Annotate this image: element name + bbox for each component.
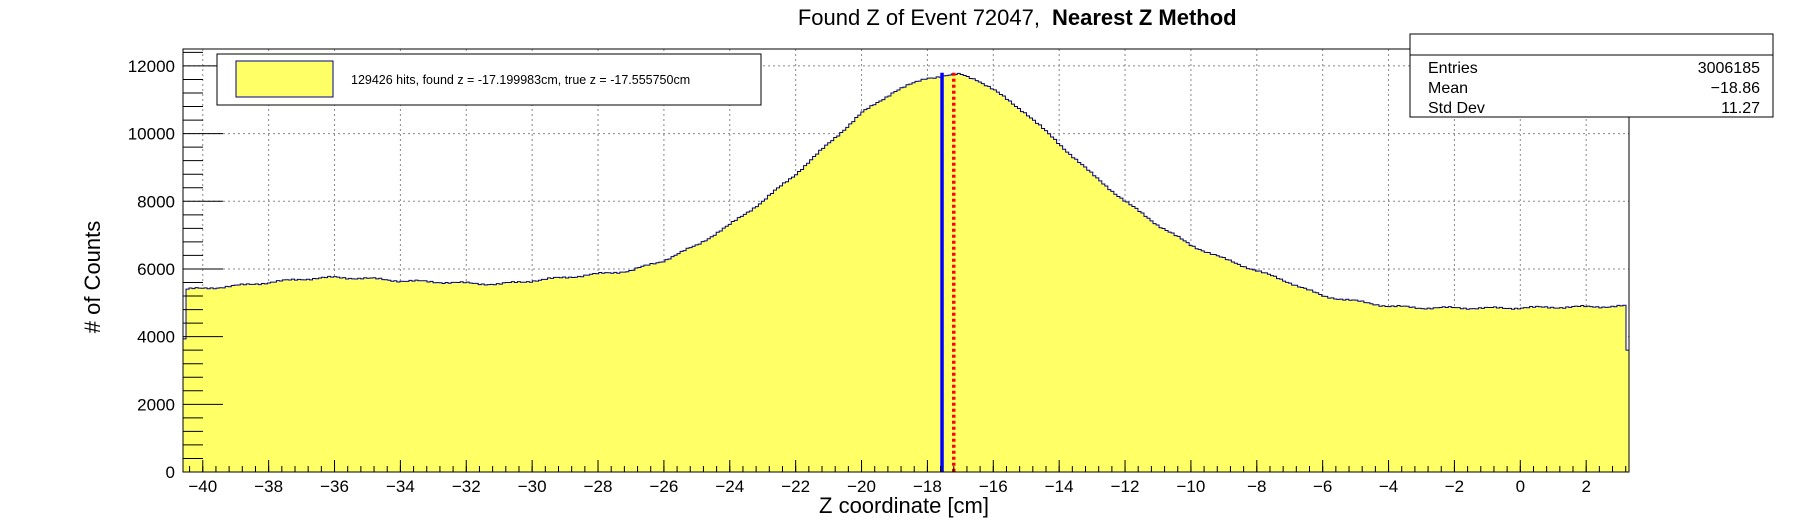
y-tick-label: 12000	[128, 57, 175, 76]
y-tick-label: 6000	[137, 260, 175, 279]
stats-stddev-label: Std Dev	[1428, 100, 1485, 117]
x-tick-label: −2	[1445, 477, 1464, 496]
y-axis: 0 2000 4000 6000 8000 10000 12000	[128, 51, 223, 482]
x-axis: −40 −38 −36 −34 −32 −30 −28 −26 −24 −22 −20 −18 −16−…	[188, 460, 1627, 496]
stats-mean-label: Mean	[1428, 80, 1468, 97]
stats-mean-value: −18.86	[1711, 80, 1760, 97]
x-tick-label: −10	[1176, 477, 1205, 496]
x-tick-label: −18	[913, 477, 942, 496]
x-tick-label: −14	[1045, 477, 1074, 496]
x-tick-label: −38	[254, 477, 283, 496]
y-tick-label: 4000	[137, 328, 175, 347]
x-tick-label: 0	[1516, 477, 1525, 496]
stats-box: Entries 3006185 Mean −18.86 Std Dev 11.2…	[1409, 33, 1774, 118]
chart-title: Found Z of Event 72047,	[798, 5, 1040, 30]
stats-stddev-value: 11.27	[1721, 100, 1760, 117]
x-tick-label: −26	[649, 477, 678, 496]
x-tick-label: −16	[979, 477, 1008, 496]
x-tick-label: −32	[452, 477, 481, 496]
legend-swatch	[235, 60, 334, 98]
histogram-bars	[182, 72, 1630, 473]
x-tick-label: −30	[518, 477, 547, 496]
legend-label: 129426 hits, found z = -17.199983cm, tru…	[351, 73, 690, 87]
plot-frame	[182, 48, 1630, 473]
x-tick-label: −36	[320, 477, 349, 496]
x-tick-label: −34	[386, 477, 415, 496]
x-tick-label: −28	[584, 477, 613, 496]
y-axis-title: # of Counts	[80, 221, 105, 334]
stats-entries-value: 3006185	[1698, 60, 1760, 77]
x-tick-label: −8	[1247, 477, 1266, 496]
x-tick-label: −20	[847, 477, 876, 496]
y-tick-label: 0	[166, 463, 175, 482]
legend: 129426 hits, found z = -17.199983cm, tru…	[216, 53, 762, 106]
y-tick-label: 8000	[137, 192, 175, 211]
z-marker-lines	[940, 72, 956, 472]
stats-frame	[1409, 33, 1774, 118]
x-tick-label: −12	[1111, 477, 1140, 496]
x-axis-title: Z coordinate [cm]	[819, 493, 989, 518]
y-tick-label: 2000	[137, 395, 175, 414]
y-tick-label: 10000	[128, 125, 175, 144]
stats-entries-label: Entries	[1428, 60, 1478, 77]
histogram-series	[182, 72, 1630, 473]
x-tick-label: −4	[1379, 477, 1398, 496]
chart-title-method: Nearest Z Method	[1052, 5, 1237, 30]
x-tick-label: −40	[188, 477, 217, 496]
x-tick-label: 2	[1581, 477, 1590, 496]
chart-title-normal: Found Z of Event 72047,	[798, 5, 1040, 30]
x-tick-label: −24	[715, 477, 744, 496]
x-tick-label: −6	[1313, 477, 1332, 496]
x-tick-label: −22	[781, 477, 810, 496]
